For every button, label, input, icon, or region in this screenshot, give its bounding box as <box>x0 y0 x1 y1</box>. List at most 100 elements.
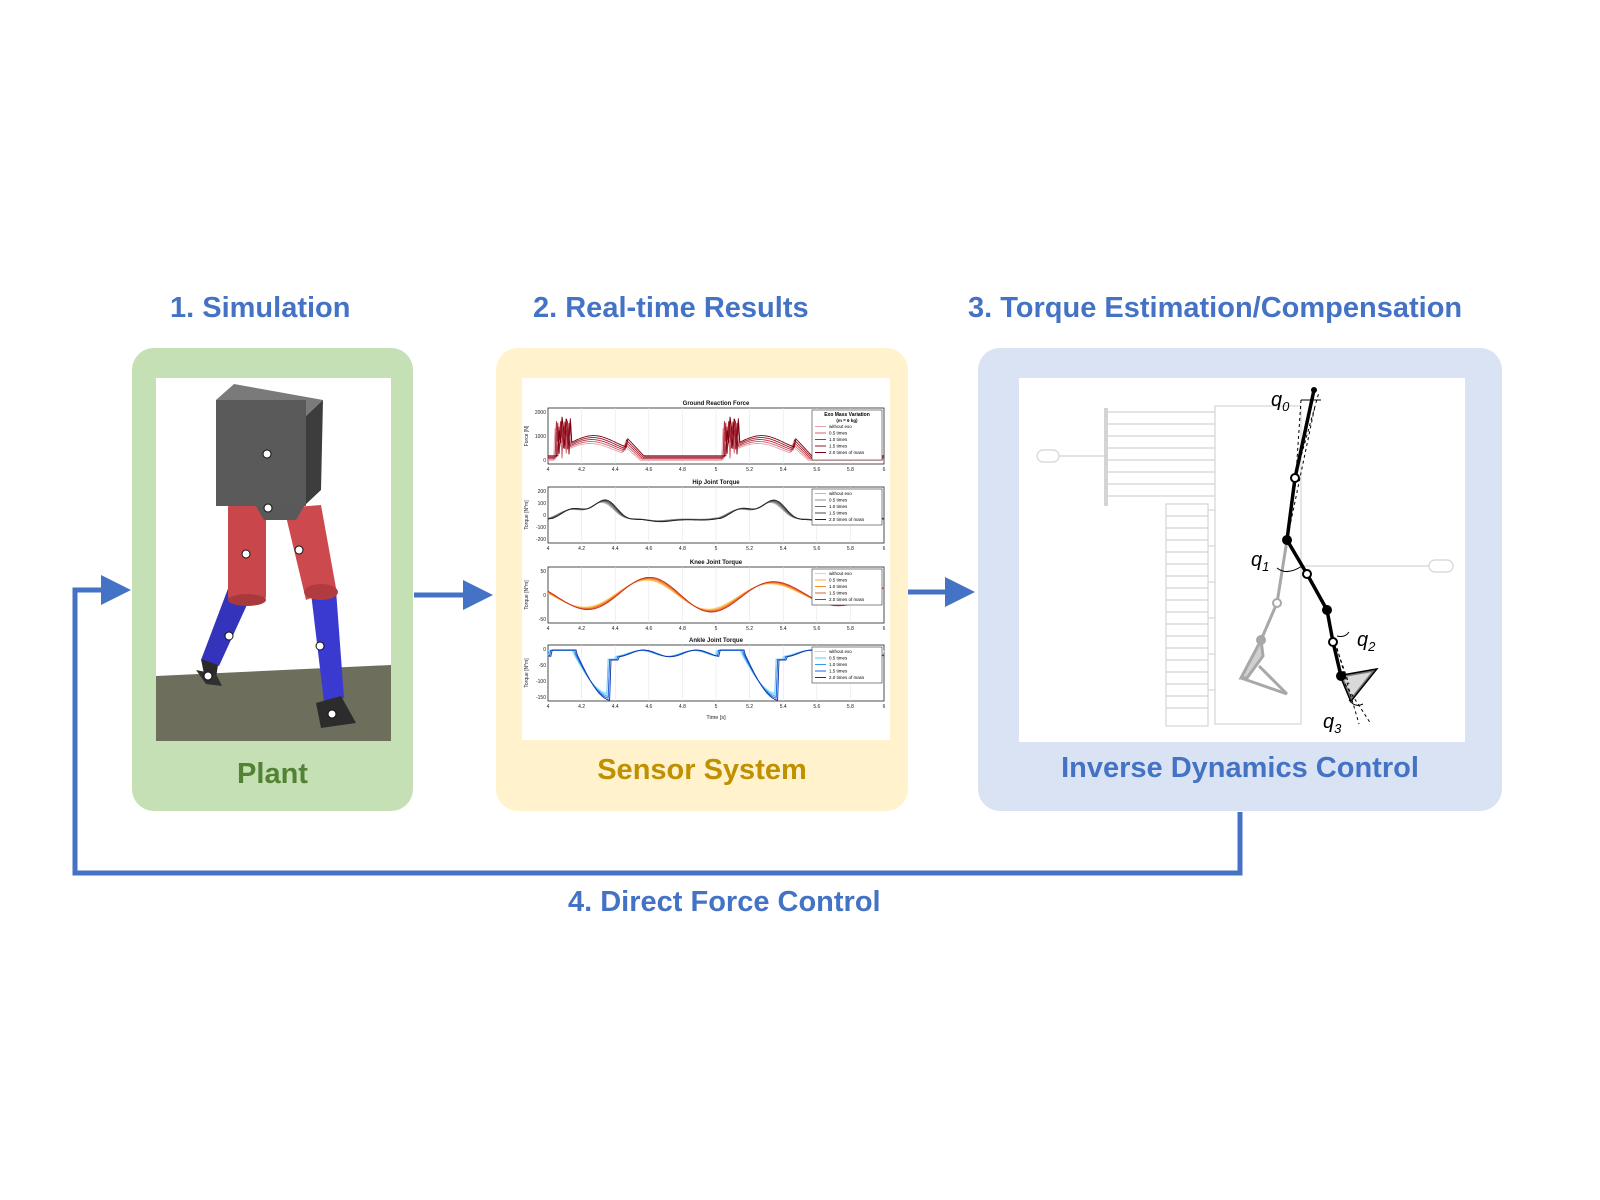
x-tick-label: 4.4 <box>612 467 619 473</box>
x-tick-label: 6 <box>883 546 886 552</box>
y-tick-label: 0 <box>543 513 546 519</box>
legend-entry: 1.5 times <box>829 669 848 674</box>
y-tick-label: 0 <box>543 647 546 653</box>
legend-entry: 1.5 times <box>829 444 848 449</box>
plant-panel: Plant <box>132 348 413 811</box>
x-tick-label: 4.2 <box>578 546 585 552</box>
feedback-label: 4. Direct Force Control <box>568 886 881 918</box>
x-tick-label: 5.8 <box>847 626 854 632</box>
y-tick-label: -50 <box>539 663 546 669</box>
y-tick-label: 200 <box>538 489 547 495</box>
legend-entry: 0.5 times <box>829 498 848 503</box>
x-tick-label: 6 <box>883 626 886 632</box>
joint-label-q0: q0 <box>1271 389 1290 414</box>
x-tick-label: 5.4 <box>780 704 787 710</box>
x-tick-label: 4.4 <box>612 626 619 632</box>
legend-entry: without exo <box>829 571 852 576</box>
plot-title: Knee Joint Torque <box>690 560 743 566</box>
x-tick-label: 5.6 <box>813 626 820 632</box>
joint-label-q2: q2 <box>1357 629 1376 654</box>
x-tick-label: 5.6 <box>813 467 820 473</box>
x-tick-label: 5.6 <box>813 704 820 710</box>
y-tick-label: -200 <box>536 537 546 543</box>
x-tick-label: 5.2 <box>746 626 753 632</box>
y-tick-label: 50 <box>540 569 546 575</box>
x-tick-label: 5.4 <box>780 546 787 552</box>
legend-entry: 2.0 times of mass <box>829 517 865 522</box>
inverse-dynamics-label: Inverse Dynamics Control <box>1061 752 1419 784</box>
x-tick-label: 4.4 <box>612 546 619 552</box>
inverse-dynamics-panel: q0 q1 q2 q3 Inverse Dynamics Control <box>978 348 1502 811</box>
joint-label-q3: q3 <box>1323 711 1342 736</box>
joint-label-q1: q1 <box>1251 549 1269 574</box>
x-tick-label: 5 <box>715 546 718 552</box>
sensor-plots: Ground Reaction Force Force [N] 2000 1000 0 4… <box>522 378 890 740</box>
y-tick-label: -150 <box>536 695 546 701</box>
y-tick-label: 1000 <box>535 434 546 440</box>
legend-subtitle: (m = 6 kg) <box>836 418 858 423</box>
y-tick-label: 2000 <box>535 410 546 416</box>
x-tick-label: 5 <box>715 626 718 632</box>
x-tick-label: 5.4 <box>780 626 787 632</box>
x-tick-label: 4.8 <box>679 546 686 552</box>
x-tick-label: 4.2 <box>578 626 585 632</box>
x-tick-label: 4.2 <box>578 467 585 473</box>
y-tick-label: 0 <box>543 593 546 599</box>
x-tick-label: 5.6 <box>813 546 820 552</box>
legend-entry: 1.0 times <box>829 584 848 589</box>
y-tick-label: -50 <box>539 617 546 623</box>
x-axis-label: Time [s] <box>706 715 726 721</box>
x-tick-label: 5.2 <box>746 467 753 473</box>
x-tick-label: 4.6 <box>645 704 652 710</box>
x-tick-label: 4 <box>547 626 550 632</box>
plot-ylabel: Torque [N*m] <box>524 500 530 530</box>
legend-entry: 2.0 times of mass <box>829 597 865 602</box>
legend-title: Exo Mass Variation <box>824 412 870 418</box>
x-tick-label: 4.6 <box>645 626 652 632</box>
x-tick-label: 5 <box>715 467 718 473</box>
y-tick-label: -100 <box>536 679 546 685</box>
legend-entry: 1.5 times <box>829 511 848 516</box>
x-tick-label: 5.2 <box>746 546 753 552</box>
x-tick-label: 4.6 <box>645 546 652 552</box>
x-tick-label: 5.8 <box>847 704 854 710</box>
x-tick-label: 4.2 <box>578 704 585 710</box>
x-tick-label: 4 <box>547 467 550 473</box>
legend-entry: 2.0 times of mass <box>829 675 865 680</box>
y-tick-label: -100 <box>536 525 546 531</box>
stage-title-simulation: 1. Simulation <box>170 292 351 324</box>
x-tick-label: 4.8 <box>679 467 686 473</box>
legend-entry: 1.5 times <box>829 591 848 596</box>
walker-simulation-view <box>156 378 391 741</box>
stage-title-torque-estimation: 3. Torque Estimation/Compensation <box>968 292 1463 324</box>
x-tick-label: 6 <box>883 467 886 473</box>
x-tick-label: 4 <box>547 704 550 710</box>
plot-title: Hip Joint Torque <box>692 480 740 486</box>
x-tick-label: 4 <box>547 546 550 552</box>
x-tick-label: 5 <box>715 704 718 710</box>
x-tick-label: 4.6 <box>645 467 652 473</box>
plot-ylabel: Torque [N*m] <box>524 658 530 688</box>
control-diagram: q0 q1 q2 q3 <box>1019 378 1465 742</box>
plot-ylabel: Force [N] <box>524 425 530 446</box>
x-tick-label: 5.2 <box>746 704 753 710</box>
x-tick-label: 4.8 <box>679 704 686 710</box>
legend-box <box>811 409 883 461</box>
legend-entry: 1.0 times <box>829 504 848 509</box>
legend-entry: 1.0 times <box>829 662 848 667</box>
plot-title: Ground Reaction Force <box>683 401 750 407</box>
legend-entry: without exo <box>829 491 852 496</box>
plant-label: Plant <box>237 758 308 790</box>
y-tick-label: 100 <box>538 501 547 507</box>
sensor-system-panel: Ground Reaction Force Force [N] 2000 1000 0 4… <box>496 348 908 811</box>
legend-entry: 2.0 times of mass <box>829 450 865 455</box>
stage-title-real-time-results: 2. Real-time Results <box>533 292 809 324</box>
x-tick-label: 5.8 <box>847 467 854 473</box>
x-tick-label: 5.4 <box>780 467 787 473</box>
y-tick-label: 0 <box>543 458 546 464</box>
x-tick-label: 4.8 <box>679 626 686 632</box>
x-tick-label: 5.8 <box>847 546 854 552</box>
plot-ylabel: Torque [N*m] <box>524 580 530 610</box>
legend-entry: without exo <box>829 424 852 429</box>
